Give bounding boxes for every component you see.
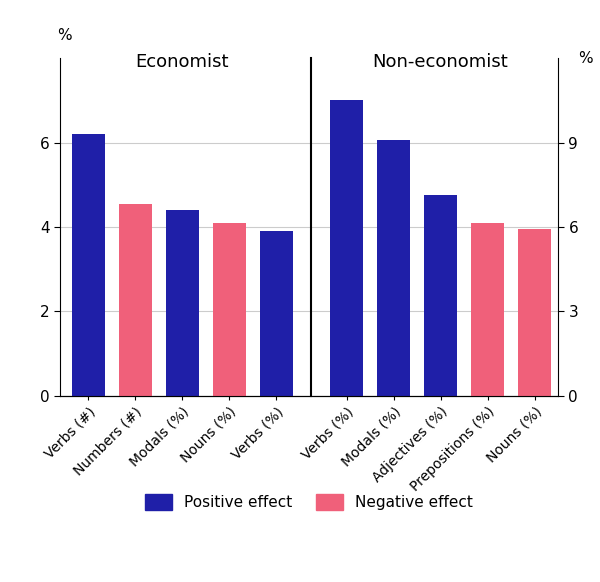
Bar	[377, 140, 410, 396]
Text: Non-economist: Non-economist	[373, 53, 508, 71]
Text: %: %	[58, 29, 72, 44]
Bar	[424, 196, 457, 396]
Bar	[471, 223, 504, 396]
Text: Economist: Economist	[136, 53, 229, 71]
Bar	[518, 229, 551, 396]
Legend: Positive effect, Negative effect: Positive effect, Negative effect	[139, 488, 479, 516]
Bar	[260, 231, 293, 396]
Bar	[72, 134, 104, 396]
Bar	[166, 210, 199, 396]
Bar	[212, 223, 245, 396]
Y-axis label: %: %	[578, 51, 593, 66]
Bar	[330, 100, 363, 396]
Bar	[119, 204, 152, 396]
